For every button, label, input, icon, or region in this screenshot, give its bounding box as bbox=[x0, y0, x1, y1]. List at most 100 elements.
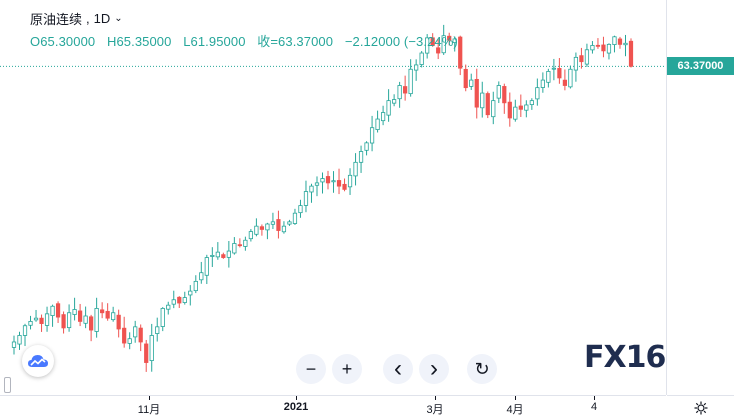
candle bbox=[166, 301, 171, 315]
candle bbox=[248, 229, 253, 242]
candle bbox=[347, 168, 353, 195]
candle bbox=[61, 311, 66, 334]
candle bbox=[11, 335, 17, 355]
candle bbox=[100, 302, 105, 319]
candle bbox=[502, 83, 507, 114]
candle bbox=[320, 172, 325, 194]
symbol-name: 原油连续 bbox=[30, 12, 83, 27]
change-value: −2.12000 (−3.24%) bbox=[344, 34, 458, 49]
candle bbox=[606, 43, 612, 60]
candle bbox=[463, 64, 468, 92]
candle bbox=[331, 171, 336, 193]
candle bbox=[529, 98, 534, 110]
current-price-tag: 63.37000 bbox=[667, 57, 734, 76]
chevron-down-icon[interactable]: ⌄ bbox=[114, 13, 123, 24]
scroll-handle[interactable] bbox=[4, 377, 11, 393]
candle bbox=[623, 34, 628, 57]
candle bbox=[243, 236, 248, 251]
candle bbox=[452, 36, 457, 52]
candle bbox=[595, 38, 601, 49]
candle bbox=[507, 92, 512, 127]
candle bbox=[336, 168, 342, 195]
candle bbox=[425, 34, 430, 59]
candle bbox=[386, 89, 391, 122]
zoom-in-button[interactable]: + bbox=[332, 354, 362, 384]
candle bbox=[55, 301, 61, 323]
scroll-right-button[interactable]: › bbox=[419, 354, 449, 384]
candle bbox=[83, 306, 88, 329]
candle bbox=[524, 100, 529, 118]
candle bbox=[309, 183, 314, 203]
candle bbox=[601, 36, 606, 58]
candle bbox=[210, 247, 215, 267]
candle bbox=[436, 38, 441, 60]
time-label: 4 bbox=[590, 401, 598, 413]
candle bbox=[590, 41, 595, 54]
candle bbox=[127, 332, 132, 350]
candle bbox=[540, 72, 545, 93]
time-tick bbox=[149, 396, 150, 400]
candle bbox=[281, 221, 287, 234]
candle bbox=[342, 178, 347, 192]
gear-icon[interactable] bbox=[667, 395, 734, 420]
candle bbox=[403, 75, 408, 101]
candle bbox=[17, 331, 22, 350]
candle bbox=[199, 261, 204, 284]
candle bbox=[89, 314, 94, 342]
candle bbox=[39, 314, 44, 332]
candlestick-plot[interactable] bbox=[0, 0, 666, 395]
candle bbox=[562, 69, 568, 91]
candle bbox=[122, 316, 127, 348]
reset-chart-button[interactable]: ↻ bbox=[467, 354, 497, 384]
candle bbox=[155, 317, 160, 342]
chart-area[interactable]: 原油连续, 1D ⌄ O65.30000 H65.35000 L61.95000… bbox=[0, 0, 686, 395]
candle bbox=[221, 252, 226, 259]
candle bbox=[149, 323, 154, 372]
candle bbox=[116, 309, 121, 338]
high-value: H65.35000 bbox=[106, 34, 172, 49]
candle bbox=[480, 81, 485, 118]
candle bbox=[380, 105, 386, 126]
candle bbox=[22, 323, 28, 347]
candle bbox=[441, 24, 446, 55]
candle bbox=[584, 43, 590, 67]
candle bbox=[215, 242, 220, 260]
candle bbox=[44, 306, 50, 332]
candle bbox=[496, 81, 501, 104]
candle bbox=[265, 222, 270, 240]
candle bbox=[144, 339, 149, 372]
candle bbox=[392, 94, 397, 107]
symbol-legend[interactable]: 原油连续, 1D ⌄ bbox=[30, 11, 123, 27]
candle bbox=[358, 145, 364, 173]
candle bbox=[551, 58, 556, 81]
candle bbox=[276, 210, 281, 239]
candle bbox=[66, 304, 72, 332]
candle bbox=[557, 58, 562, 84]
time-axis[interactable]: 11月 2021 3月 4月 4 bbox=[0, 395, 666, 420]
time-label: 3月 bbox=[426, 404, 444, 416]
candle bbox=[303, 180, 309, 213]
candle bbox=[28, 315, 33, 330]
close-value: 收=63.37000 bbox=[257, 34, 334, 49]
candle bbox=[414, 59, 419, 81]
candle bbox=[232, 237, 237, 255]
candle bbox=[72, 297, 77, 321]
time-label: 11月 bbox=[137, 404, 161, 416]
candle bbox=[111, 306, 116, 322]
candle bbox=[94, 297, 99, 338]
candle bbox=[105, 303, 110, 321]
time-label: 2021 bbox=[283, 401, 309, 413]
scroll-left-button[interactable]: ‹ bbox=[383, 354, 413, 384]
zoom-out-button[interactable]: − bbox=[296, 354, 326, 384]
candle bbox=[408, 59, 413, 97]
candle bbox=[287, 219, 292, 226]
candle bbox=[33, 309, 39, 322]
cloud-icon[interactable] bbox=[22, 345, 54, 377]
interval-label: 1D bbox=[93, 11, 111, 26]
candle bbox=[491, 91, 496, 125]
candle bbox=[375, 110, 380, 133]
candle bbox=[369, 115, 375, 152]
time-tick bbox=[515, 396, 516, 400]
time-tick bbox=[435, 396, 436, 400]
time-label: 4月 bbox=[506, 404, 524, 416]
